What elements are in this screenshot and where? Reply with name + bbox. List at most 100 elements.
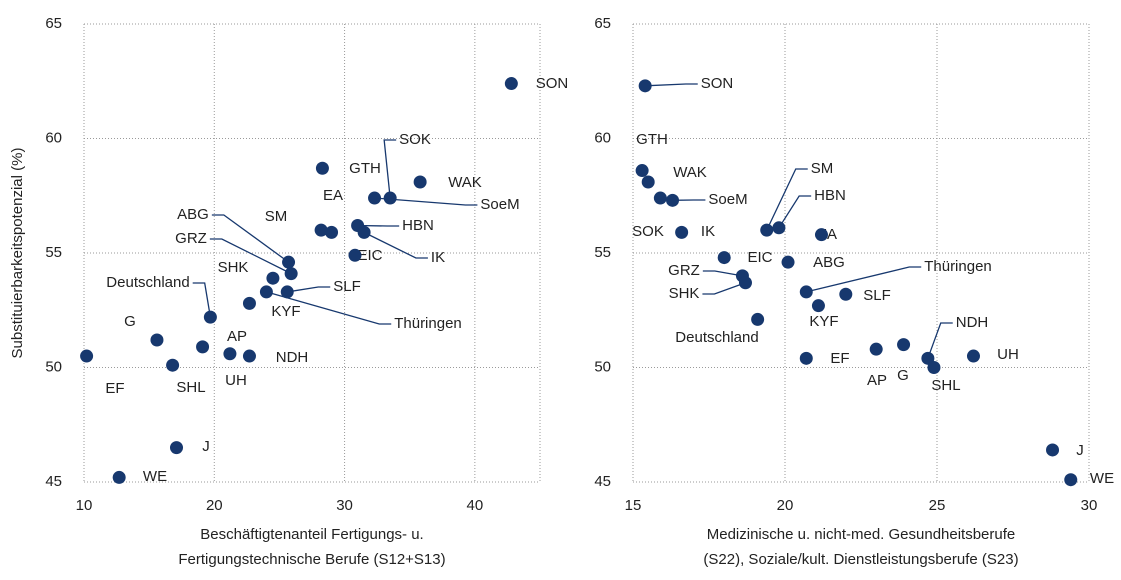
point-label: WE xyxy=(1090,470,1114,487)
point xyxy=(80,350,93,363)
point xyxy=(639,79,652,92)
point xyxy=(223,347,236,360)
point xyxy=(243,297,256,310)
point-label: NDH xyxy=(956,314,989,331)
point-label: WAK xyxy=(673,164,707,181)
point-label: SON xyxy=(536,75,569,92)
point xyxy=(282,256,295,269)
point-label: G xyxy=(897,367,909,384)
point-label: SoeM xyxy=(480,196,519,213)
point xyxy=(870,343,883,356)
point-label: J xyxy=(202,438,210,455)
point-label: SLF xyxy=(863,287,891,304)
point-label: GRZ xyxy=(175,230,207,247)
x-tick-label: 10 xyxy=(76,497,93,514)
point xyxy=(636,164,649,177)
point-label: GRZ xyxy=(668,262,700,279)
point-label: HBN xyxy=(814,187,846,204)
point xyxy=(1046,443,1059,456)
point-label: KYF xyxy=(271,303,300,320)
y-tick-label: 65 xyxy=(45,15,62,32)
point xyxy=(800,285,813,298)
point-label: Deutschland xyxy=(675,329,758,346)
point-label: EIC xyxy=(747,249,772,266)
y-tick-label: 55 xyxy=(594,244,611,261)
x-tick-label: 20 xyxy=(777,497,794,514)
point xyxy=(642,176,655,189)
point xyxy=(772,221,785,234)
point xyxy=(260,285,273,298)
point xyxy=(739,276,752,289)
point xyxy=(316,162,329,175)
x-tick-label: 30 xyxy=(336,497,353,514)
point-label: EA xyxy=(323,187,343,204)
point xyxy=(196,340,209,353)
point-label: ABG xyxy=(177,206,209,223)
point xyxy=(150,334,163,347)
point-label: AP xyxy=(227,328,247,345)
y-axis-label: Substituierbarkeitspotenzial (%) xyxy=(9,148,26,359)
point xyxy=(358,226,371,239)
point xyxy=(654,192,667,205)
y-tick-label: 60 xyxy=(594,129,611,146)
point-label: HBN xyxy=(402,217,434,234)
point xyxy=(666,194,679,207)
point xyxy=(315,224,328,237)
point-label: SHL xyxy=(931,377,960,394)
point-label: NDH xyxy=(276,349,309,366)
point-label: G xyxy=(124,313,136,330)
point xyxy=(368,192,381,205)
point xyxy=(815,228,828,241)
point-label: SoeM xyxy=(708,191,747,208)
y-tick-label: 60 xyxy=(45,129,62,146)
point xyxy=(348,249,361,262)
point-label: WE xyxy=(143,468,167,485)
leader-line xyxy=(384,140,396,198)
point xyxy=(1064,473,1077,486)
point-label: SHK xyxy=(669,285,700,302)
x-axis-label: Beschäftigtenanteil Fertigungs- u. xyxy=(200,526,423,543)
leader-line xyxy=(779,196,811,228)
point-label: UH xyxy=(225,372,247,389)
point xyxy=(967,350,980,363)
point xyxy=(204,311,217,324)
y-tick-label: 55 xyxy=(45,244,62,261)
point-label: IK xyxy=(431,249,445,266)
point-label: SM xyxy=(811,160,834,177)
x-tick-label: 30 xyxy=(1081,497,1098,514)
leader-line xyxy=(702,283,745,294)
point-label: UH xyxy=(997,346,1019,363)
point-label: SON xyxy=(701,75,734,92)
point-label: SM xyxy=(265,208,288,225)
point-label: SHL xyxy=(176,379,205,396)
point xyxy=(751,313,764,326)
point xyxy=(113,471,126,484)
point xyxy=(266,272,279,285)
y-tick-label: 50 xyxy=(594,358,611,375)
point xyxy=(505,77,518,90)
point xyxy=(812,299,825,312)
point-label: SLF xyxy=(333,278,361,295)
point xyxy=(166,359,179,372)
point-label: Thüringen xyxy=(924,258,992,275)
point xyxy=(800,352,813,365)
point xyxy=(718,251,731,264)
x-axis-label: (S22), Soziale/kult. Dienstleistungsberu… xyxy=(703,551,1018,568)
point xyxy=(927,361,940,374)
y-tick-label: 50 xyxy=(45,358,62,375)
point-label: KYF xyxy=(809,313,838,330)
point-label: EF xyxy=(105,380,124,397)
point xyxy=(285,267,298,280)
point-label: IK xyxy=(701,223,715,240)
point-label: Thüringen xyxy=(394,315,462,332)
x-axis-label: Medizinische u. nicht-med. Gesundheitsbe… xyxy=(707,526,1016,543)
point-label: WAK xyxy=(448,174,482,191)
x-axis-label: Fertigungstechnische Berufe (S12+S13) xyxy=(178,551,445,568)
point-label: SHK xyxy=(218,259,249,276)
point xyxy=(782,256,795,269)
leader-line xyxy=(767,169,808,230)
point-label: GTH xyxy=(349,160,381,177)
point-label: SOK xyxy=(632,223,664,240)
x-tick-label: 15 xyxy=(625,497,642,514)
